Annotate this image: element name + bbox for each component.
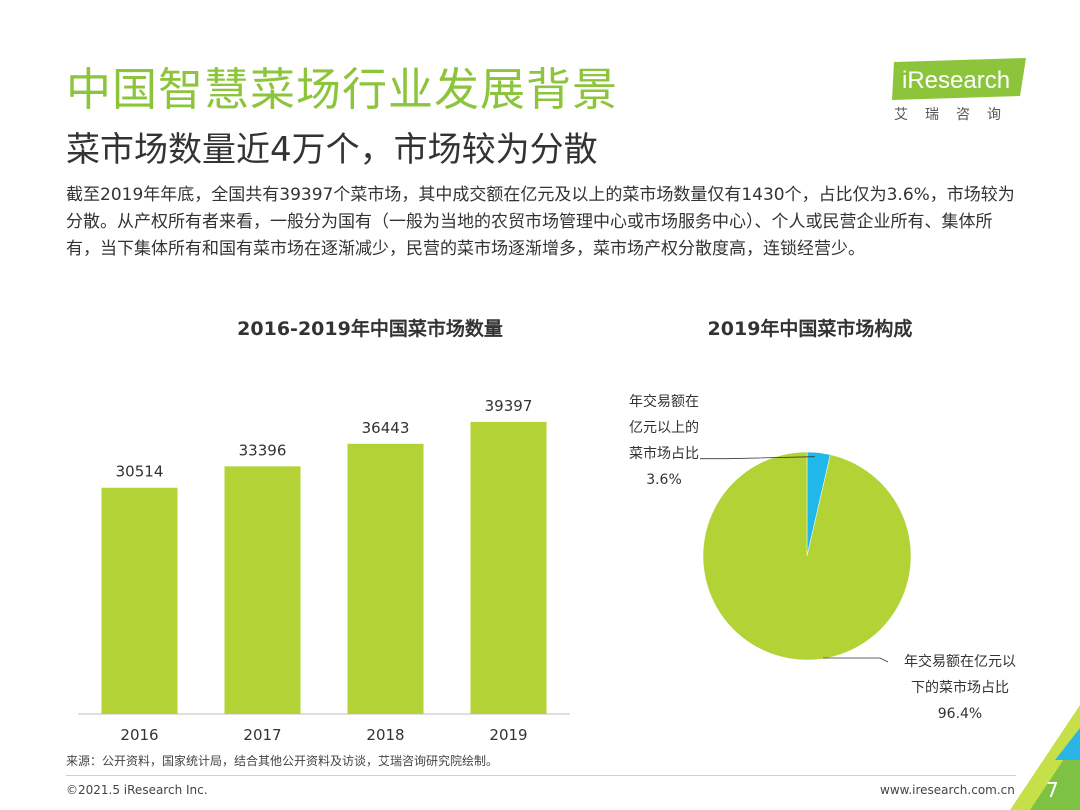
x-tick-label: 2019	[489, 726, 527, 744]
bar-value-label: 30514	[116, 463, 164, 481]
pie-label-1: 年交易额在亿元以上的菜市场占比 3.6%	[629, 393, 699, 488]
page-title: 中国智慧菜场行业发展背景	[66, 63, 619, 116]
logo-chinese-text: 艾瑞咨询	[894, 107, 1018, 123]
page-number: 7	[1046, 778, 1059, 802]
corner-blue-triangle	[1055, 728, 1080, 760]
bar-2019	[470, 421, 547, 714]
logo-badge-shape	[892, 58, 1026, 100]
pie-label-2: 年交易额在亿元以下的菜市场占比 96.4%	[904, 653, 1016, 722]
bar-chart: 30514 2016 33396 2017 36443 2018 39397 2019	[78, 397, 570, 744]
iresearch-logo: iResearch	[892, 58, 1026, 100]
bar-2016	[101, 487, 178, 714]
copyright-text: ©2021.5 iResearch Inc.	[66, 783, 208, 797]
bar-value-label: 36443	[362, 419, 410, 437]
source-note: 来源：公开资料，国家统计局，结合其他公开资料及访谈，艾瑞咨询研究院绘制。	[66, 754, 499, 768]
pie-chart-title: 2019年中国菜市场构成	[707, 318, 913, 340]
page-subtitle: 菜市场数量近4万个，市场较为分散	[66, 130, 598, 170]
pie-chart: 年交易额在亿元以上的菜市场占比 3.6% 年交易额在亿元以下的菜市场占比 96.4%	[629, 393, 1016, 722]
logo-text: iResearch	[902, 67, 1010, 94]
website-link[interactable]: www.iresearch.com.cn	[880, 783, 1015, 797]
x-tick-label: 2017	[243, 726, 281, 744]
bar-chart-title: 2016-2019年中国菜市场数量	[237, 318, 503, 340]
x-tick-label: 2016	[120, 726, 158, 744]
x-tick-label: 2018	[366, 726, 404, 744]
summary-paragraph: 截至2019年年底，全国共有39397个菜市场，其中成交额在亿元及以上的菜市场数…	[66, 185, 1015, 259]
bar-2018	[347, 443, 424, 714]
bar-value-label: 39397	[485, 397, 533, 415]
bar-2017	[224, 466, 301, 714]
pie-slice-2	[702, 451, 912, 661]
pie-leader-line-1	[700, 456, 815, 460]
footer-divider	[66, 775, 1016, 776]
pie-leader-line-2	[823, 657, 889, 663]
bar-value-label: 33396	[239, 441, 287, 459]
